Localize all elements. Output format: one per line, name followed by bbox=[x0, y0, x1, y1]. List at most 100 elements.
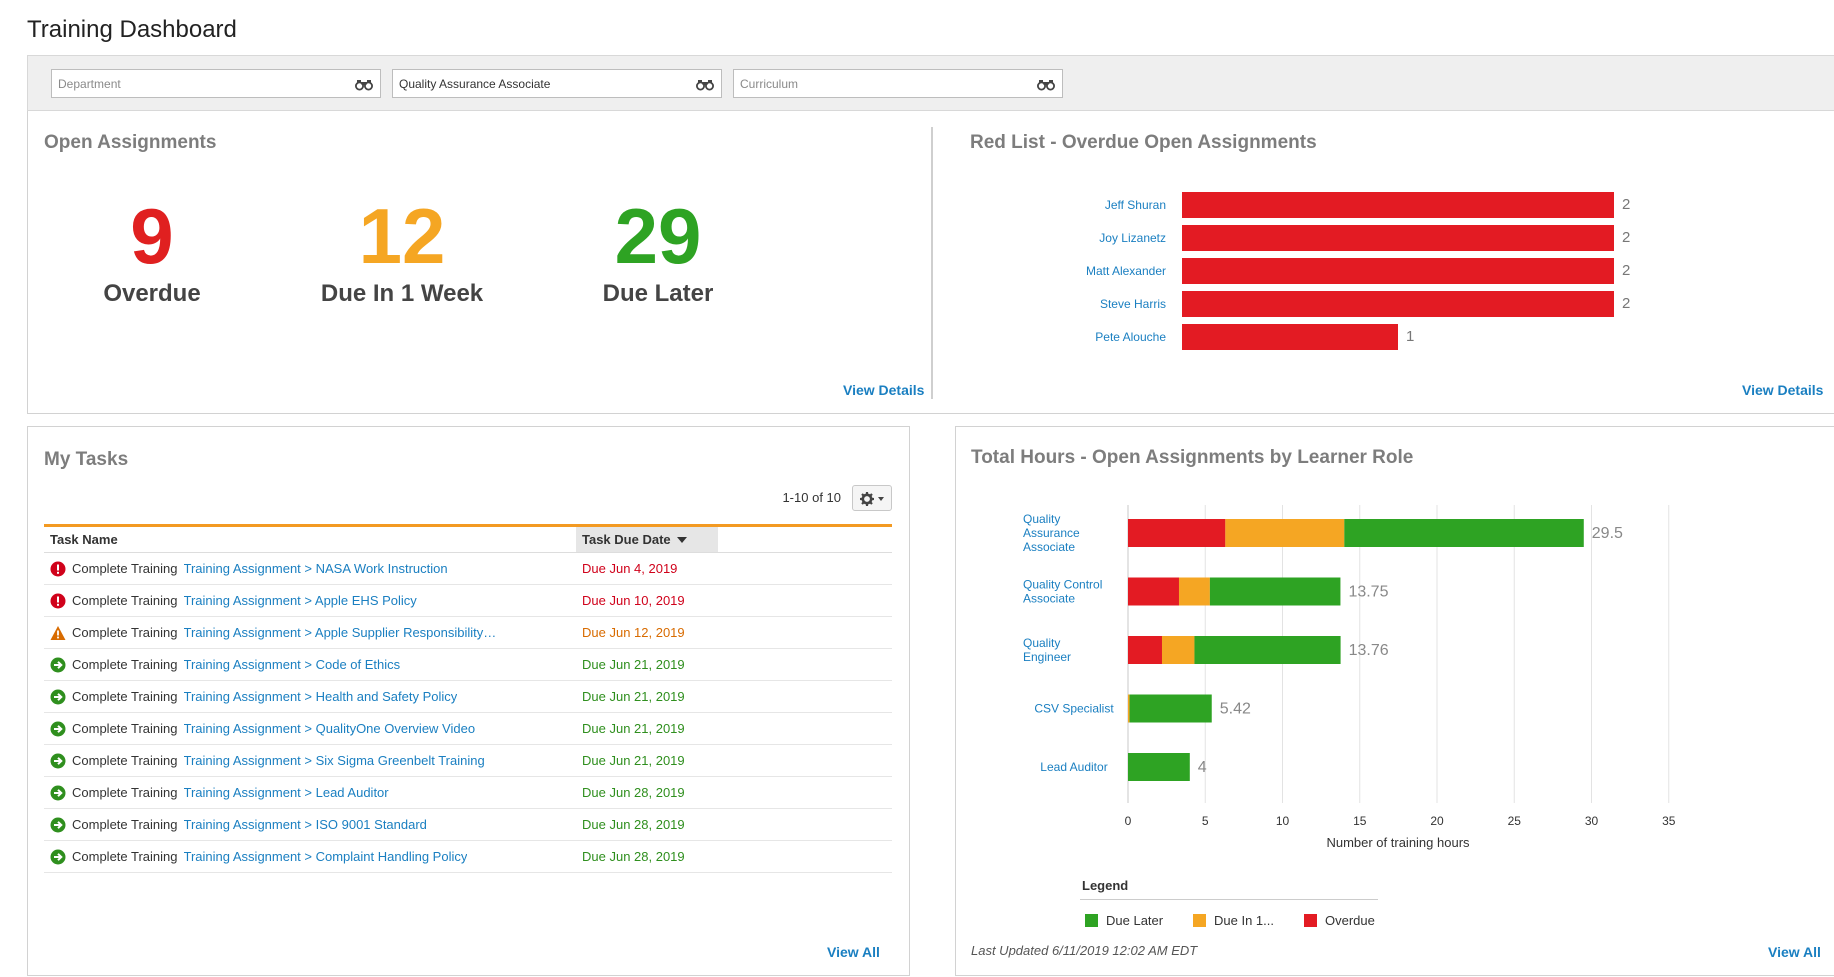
red-list-learner-label[interactable]: Joy Lizanetz bbox=[1099, 231, 1166, 245]
training-assignment-link[interactable]: Training Assignment > Apple EHS Policy bbox=[183, 593, 417, 608]
stacked-bar-segment[interactable] bbox=[1129, 694, 1212, 723]
task-row[interactable]: Complete Training Training Assignment > N… bbox=[44, 552, 892, 585]
department-filter[interactable]: Department bbox=[51, 69, 381, 98]
red-list-learner-label[interactable]: Jeff Shuran bbox=[1105, 198, 1166, 212]
red-list-bar[interactable] bbox=[1182, 258, 1614, 284]
department-filter-placeholder: Department bbox=[58, 77, 121, 91]
learner-role-label[interactable]: Quality Control Associate bbox=[1023, 578, 1102, 606]
x-tick-label: 25 bbox=[1508, 814, 1522, 828]
training-assignment-link[interactable]: Training Assignment > ISO 9001 Standard bbox=[183, 817, 427, 832]
curriculum-filter[interactable]: Curriculum bbox=[733, 69, 1063, 98]
task-name-header-label: Task Name bbox=[50, 532, 118, 547]
red-list-bar[interactable] bbox=[1182, 225, 1614, 251]
due-later-stat[interactable]: 29 Due Later bbox=[548, 196, 768, 308]
learner-role-label[interactable]: Lead Auditor bbox=[1040, 760, 1107, 774]
stacked-bar-segment[interactable] bbox=[1128, 577, 1179, 606]
task-row[interactable]: Complete Training Training Assignment > Q… bbox=[44, 712, 892, 745]
training-assignment-link[interactable]: Training Assignment > Complaint Handling… bbox=[183, 849, 468, 864]
legend-swatch bbox=[1193, 914, 1206, 927]
red-list-bar[interactable] bbox=[1182, 192, 1614, 218]
red-list-value-label: 2 bbox=[1622, 196, 1630, 213]
task-action-text: Complete Training bbox=[72, 561, 178, 576]
task-row[interactable]: Complete Training Training Assignment > S… bbox=[44, 744, 892, 777]
stacked-bar-segment[interactable] bbox=[1128, 519, 1226, 547]
my-tasks-title: My Tasks bbox=[44, 449, 129, 470]
learner-role-filter-value: Quality Assurance Associate bbox=[399, 77, 551, 91]
stacked-bar-segment[interactable] bbox=[1344, 519, 1584, 547]
open-assignments-title: Open Assignments bbox=[44, 132, 217, 153]
legend-item[interactable]: Due Later bbox=[1085, 913, 1163, 928]
red-list-chart: Jeff Shuran 2 Joy Lizanetz 2 Matt Alexander 2… bbox=[1086, 192, 1630, 350]
due-in-week-count: 12 bbox=[358, 192, 446, 280]
red-list-value-label: 2 bbox=[1622, 229, 1630, 246]
overdue-stat[interactable]: 9 Overdue bbox=[42, 196, 262, 308]
stacked-bar-segment[interactable] bbox=[1194, 636, 1341, 664]
due-later-label: Due Later bbox=[602, 280, 714, 307]
due-date-column-header[interactable]: Task Due Date bbox=[576, 524, 718, 553]
legend-item[interactable]: Overdue bbox=[1304, 913, 1375, 928]
legend-label: Overdue bbox=[1325, 913, 1375, 928]
task-row[interactable]: Complete Training Training Assignment > I… bbox=[44, 808, 892, 841]
spacer-cell bbox=[718, 648, 892, 681]
stacked-bar-segment[interactable] bbox=[1225, 519, 1345, 547]
learner-role-filter[interactable]: Quality Assurance Associate bbox=[392, 69, 722, 98]
task-row[interactable]: Complete Training Training Assignment > A… bbox=[44, 584, 892, 617]
stacked-bar-segment[interactable] bbox=[1209, 577, 1341, 606]
spacer-cell bbox=[718, 616, 892, 649]
learner-role-label[interactable]: CSV Specialist bbox=[1034, 702, 1114, 716]
my-tasks-view-all-link[interactable]: View All bbox=[827, 944, 880, 960]
task-name-cell: Complete Training Training Assignment > I… bbox=[44, 808, 576, 841]
pager-info: 1-10 of 10 bbox=[782, 490, 841, 505]
spacer-column-header bbox=[718, 524, 892, 553]
total-hours-view-all-link[interactable]: View All bbox=[1768, 944, 1821, 960]
red-list-learner-label[interactable]: Matt Alexander bbox=[1086, 264, 1166, 278]
training-assignment-link[interactable]: Training Assignment > Six Sigma Greenbel… bbox=[183, 753, 485, 768]
task-due-date: Due Jun 21, 2019 bbox=[576, 680, 718, 713]
task-name-cell: Complete Training Training Assignment > A… bbox=[44, 584, 576, 617]
task-row[interactable]: Complete Training Training Assignment > A… bbox=[44, 616, 892, 649]
learner-role-label[interactable]: Quality Assurance Associate bbox=[1023, 512, 1080, 554]
task-row[interactable]: Complete Training Training Assignment > H… bbox=[44, 680, 892, 713]
training-assignment-link[interactable]: Training Assignment > Health and Safety … bbox=[183, 689, 458, 704]
training-assignment-link[interactable]: Training Assignment > Apple Supplier Res… bbox=[183, 625, 497, 640]
training-assignment-link[interactable]: Training Assignment > Lead Auditor bbox=[183, 785, 389, 800]
task-name-column-header[interactable]: Task Name bbox=[44, 524, 576, 553]
open-assignments-view-details-link[interactable]: View Details bbox=[843, 382, 925, 398]
stacked-bar-segment[interactable] bbox=[1178, 577, 1210, 606]
x-tick-label: 5 bbox=[1202, 814, 1209, 828]
x-tick-label: 0 bbox=[1125, 814, 1132, 828]
red-list-value-label: 2 bbox=[1622, 295, 1630, 312]
task-row[interactable]: Complete Training Training Assignment > C… bbox=[44, 648, 892, 681]
bar-total-label: 5.42 bbox=[1220, 701, 1251, 718]
red-list-view-details-link[interactable]: View Details bbox=[1742, 382, 1824, 398]
panel-divider bbox=[931, 127, 933, 399]
binoculars-icon[interactable] bbox=[1037, 79, 1055, 91]
due-in-week-stat[interactable]: 12 Due In 1 Week bbox=[292, 196, 512, 308]
bar-total-label: 13.75 bbox=[1348, 584, 1388, 601]
training-assignment-link[interactable]: Training Assignment > QualityOne Overvie… bbox=[183, 721, 476, 736]
learner-role-label[interactable]: Quality Engineer bbox=[1023, 636, 1071, 664]
stacked-bar-segment[interactable] bbox=[1128, 694, 1130, 723]
training-assignment-link[interactable]: Training Assignment > NASA Work Instruct… bbox=[183, 561, 448, 576]
red-list-bar[interactable] bbox=[1182, 324, 1398, 350]
x-tick-label: 30 bbox=[1585, 814, 1599, 828]
binoculars-icon[interactable] bbox=[355, 79, 373, 91]
red-list-learner-label[interactable]: Pete Alouche bbox=[1095, 330, 1166, 344]
task-row[interactable]: Complete Training Training Assignment > C… bbox=[44, 840, 892, 873]
red-list-value-label: 2 bbox=[1622, 262, 1630, 279]
red-list-bar[interactable] bbox=[1182, 291, 1614, 317]
task-name-cell: Complete Training Training Assignment > H… bbox=[44, 680, 576, 713]
training-assignment-link[interactable]: Training Assignment > Code of Ethics bbox=[183, 657, 401, 672]
task-due-date: Due Jun 12, 2019 bbox=[576, 616, 718, 649]
legend-item[interactable]: Due In 1... bbox=[1193, 913, 1274, 928]
stacked-bar-segment[interactable] bbox=[1161, 636, 1195, 664]
binoculars-icon[interactable] bbox=[696, 79, 714, 91]
page-title: Training Dashboard bbox=[27, 16, 237, 43]
gear-icon bbox=[860, 492, 884, 506]
stacked-bar-segment[interactable] bbox=[1128, 753, 1190, 781]
task-row[interactable]: Complete Training Training Assignment > L… bbox=[44, 776, 892, 809]
stacked-bar-segment[interactable] bbox=[1128, 636, 1162, 664]
legend-title: Legend bbox=[1082, 878, 1129, 893]
red-list-learner-label[interactable]: Steve Harris bbox=[1100, 297, 1166, 311]
table-settings-button[interactable] bbox=[852, 485, 892, 511]
